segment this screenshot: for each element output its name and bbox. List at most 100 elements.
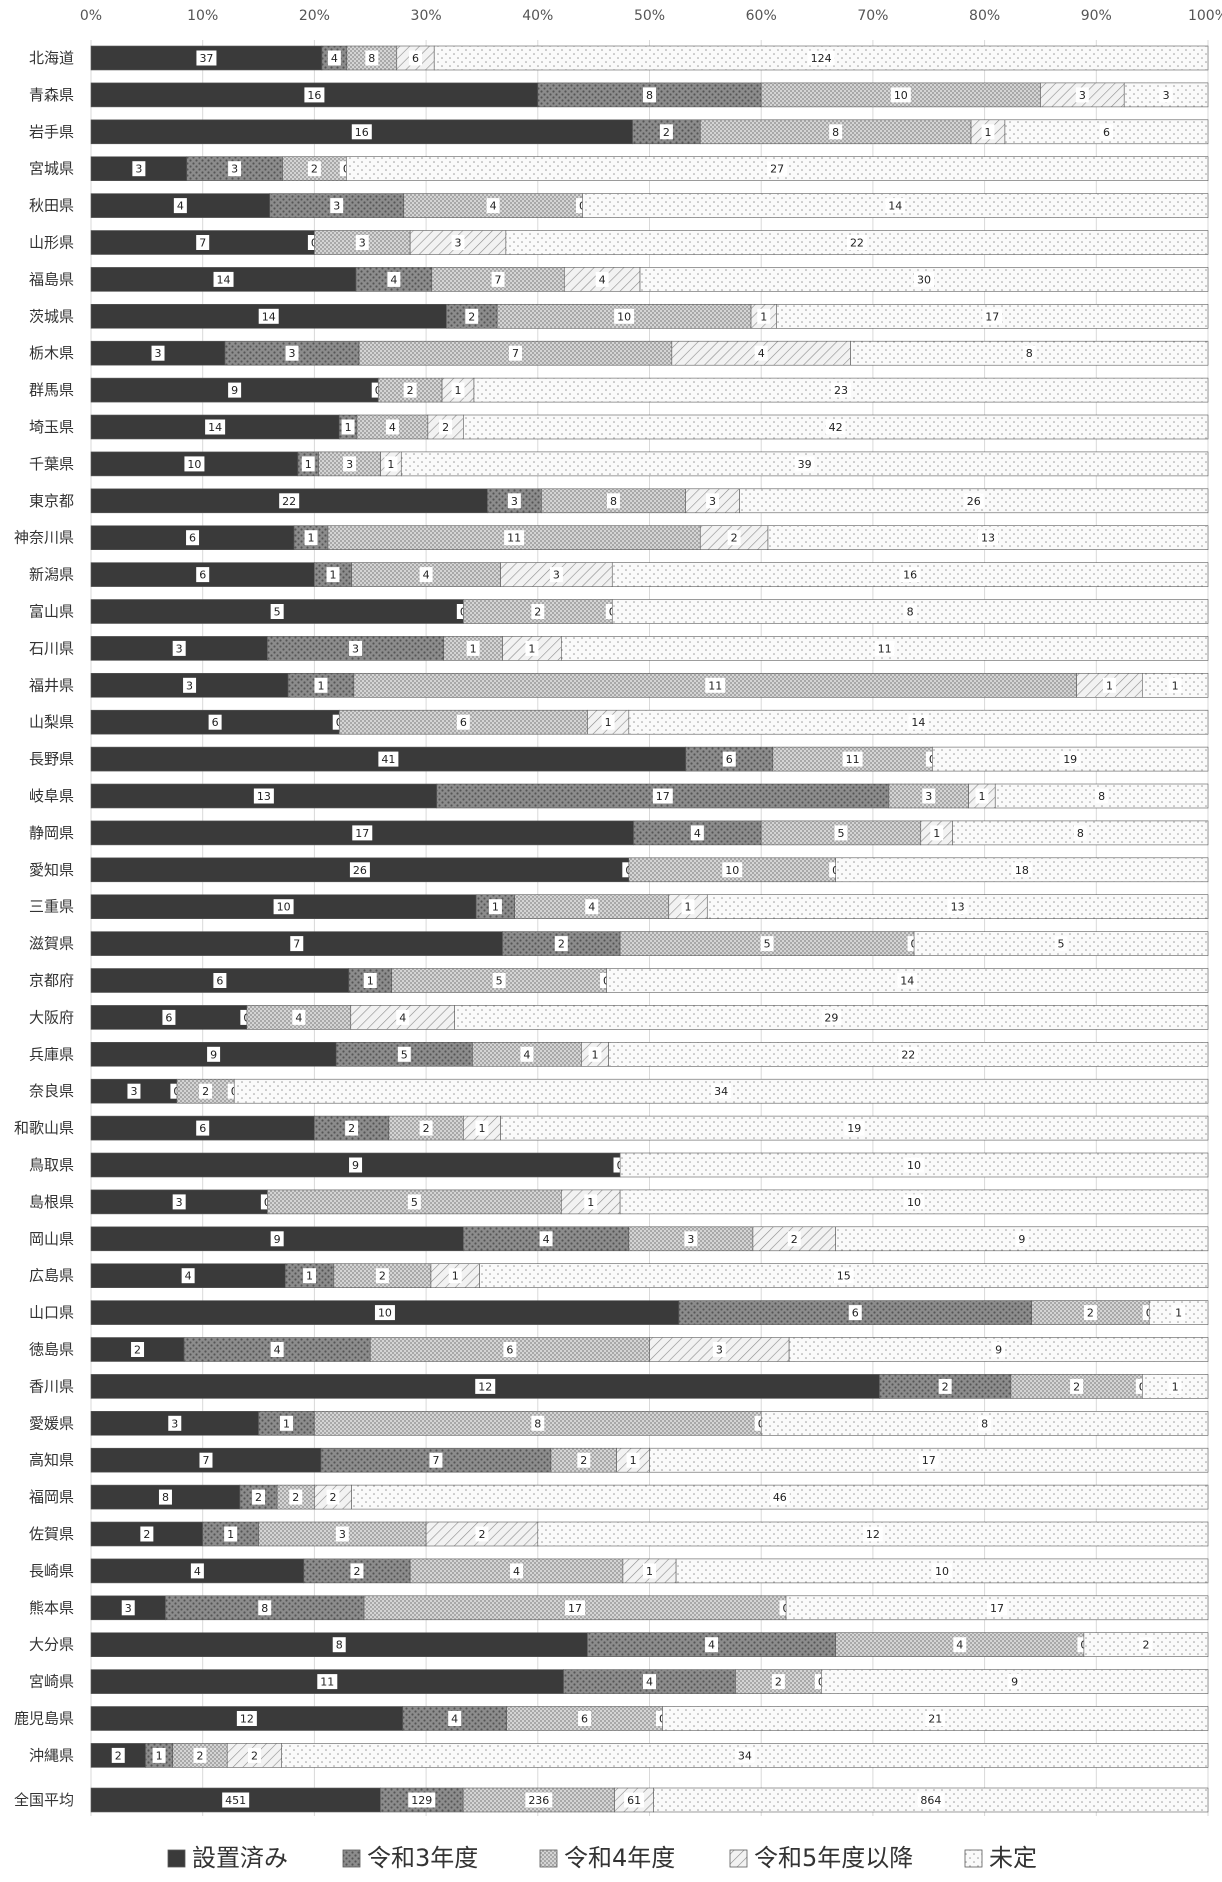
x-tick-label: 100% <box>1188 8 1222 24</box>
data-label: 6 <box>726 753 733 766</box>
data-label: 2 <box>348 1122 355 1135</box>
data-label: 2 <box>942 1380 949 1393</box>
data-label: 13 <box>257 790 271 803</box>
data-label: 2 <box>663 126 670 139</box>
data-label-box <box>378 751 399 767</box>
data-label: 7 <box>199 237 206 250</box>
bar-segment <box>920 820 953 846</box>
data-label: 17 <box>355 827 369 840</box>
data-label: 26 <box>967 495 981 508</box>
data-label: 7 <box>495 273 502 286</box>
data-label: 10 <box>907 1196 921 1209</box>
data-label: 3 <box>130 1085 137 1098</box>
data-label-box <box>350 1563 364 1579</box>
data-label: 11 <box>320 1676 334 1689</box>
data-label: 4 <box>185 1270 192 1283</box>
data-label: 3 <box>352 642 359 655</box>
data-label: 4 <box>331 52 338 65</box>
category-label: 鳥取県 <box>29 1156 74 1174</box>
data-label-box <box>963 493 984 509</box>
category-label: 滋賀県 <box>29 935 74 953</box>
data-label: 6 <box>581 1713 588 1726</box>
data-label: 9 <box>231 384 238 397</box>
data-label-box <box>601 714 615 730</box>
category-label: 長野県 <box>29 750 74 768</box>
data-label: 21 <box>928 1713 942 1726</box>
data-label: 3 <box>333 200 340 213</box>
data-label: 16 <box>903 569 917 582</box>
data-label-box <box>947 899 968 915</box>
data-label: 6 <box>1103 126 1110 139</box>
data-label-box <box>205 419 226 435</box>
category-label: 愛知県 <box>29 861 74 879</box>
data-label: 2 <box>1073 1380 1080 1393</box>
data-label-box <box>904 1157 925 1173</box>
data-label-box <box>121 1600 135 1616</box>
data-label-box <box>127 1083 141 1099</box>
data-label-box <box>918 1452 939 1468</box>
data-label: 37 <box>199 52 213 65</box>
data-label: 4 <box>451 1713 458 1726</box>
x-tick-label: 60% <box>746 8 777 24</box>
data-label: 129 <box>411 1794 432 1807</box>
category-label: 和歌山県 <box>14 1119 74 1137</box>
data-label-box <box>332 1637 346 1653</box>
data-label-box <box>987 1600 1008 1616</box>
bar-segment <box>90 1042 337 1067</box>
data-label: 1 <box>592 1048 599 1061</box>
data-label: 61 <box>627 1794 641 1807</box>
data-label-box <box>196 235 210 250</box>
category-label: 奈良県 <box>29 1082 74 1100</box>
data-label-box <box>196 567 210 583</box>
data-label: 6 <box>852 1307 859 1320</box>
data-label-box <box>938 1378 952 1394</box>
data-label-box <box>508 345 522 361</box>
data-label-box <box>624 1792 645 1808</box>
data-label: 8 <box>832 126 839 139</box>
data-label-box <box>486 198 500 214</box>
x-tick-label: 40% <box>522 8 553 24</box>
data-label: 1 <box>156 1749 163 1762</box>
data-label-box <box>307 161 321 177</box>
data-label: 2 <box>330 1491 337 1504</box>
data-label-box <box>193 1747 207 1763</box>
data-label: 9 <box>210 1048 217 1061</box>
data-label: 4 <box>274 1344 281 1357</box>
gridlines <box>90 40 1209 1816</box>
data-label-box <box>503 1342 517 1357</box>
data-label-box <box>330 198 344 214</box>
data-label: 2 <box>379 1270 386 1283</box>
data-label: 7 <box>432 1454 439 1467</box>
data-label: 2 <box>255 1491 262 1504</box>
data-label-box <box>184 456 205 472</box>
data-label: 5 <box>1058 938 1065 951</box>
data-label-box <box>451 382 465 398</box>
data-label-box <box>794 456 815 472</box>
data-label: 10 <box>187 458 201 471</box>
category-label: 島根県 <box>29 1193 74 1211</box>
category-label: 埼玉県 <box>29 418 74 436</box>
data-label: 12 <box>866 1528 880 1541</box>
category-label: 広島県 <box>29 1267 74 1285</box>
data-label: 8 <box>534 1417 541 1430</box>
data-label-box <box>606 493 620 509</box>
category-label: 栃木県 <box>29 344 74 362</box>
data-label-box <box>341 419 355 435</box>
data-label-box <box>1159 87 1173 103</box>
data-label: 34 <box>738 1749 752 1762</box>
data-label-box <box>659 124 673 140</box>
data-label-box <box>335 1526 349 1542</box>
data-label: 1 <box>646 1565 653 1578</box>
category-label: 北海道 <box>29 49 74 67</box>
data-label-box <box>304 87 325 103</box>
data-label: 39 <box>798 458 812 471</box>
data-label-box <box>531 604 545 619</box>
category-label: 新潟県 <box>29 566 74 584</box>
data-label: 3 <box>176 1196 183 1209</box>
data-label-box <box>953 1637 967 1653</box>
legend: 設置済み 令和3年度 令和4年度 令和5年度以降 未定 <box>167 1844 1037 1872</box>
data-label: 2 <box>731 532 738 545</box>
data-label: 9 <box>274 1233 281 1246</box>
